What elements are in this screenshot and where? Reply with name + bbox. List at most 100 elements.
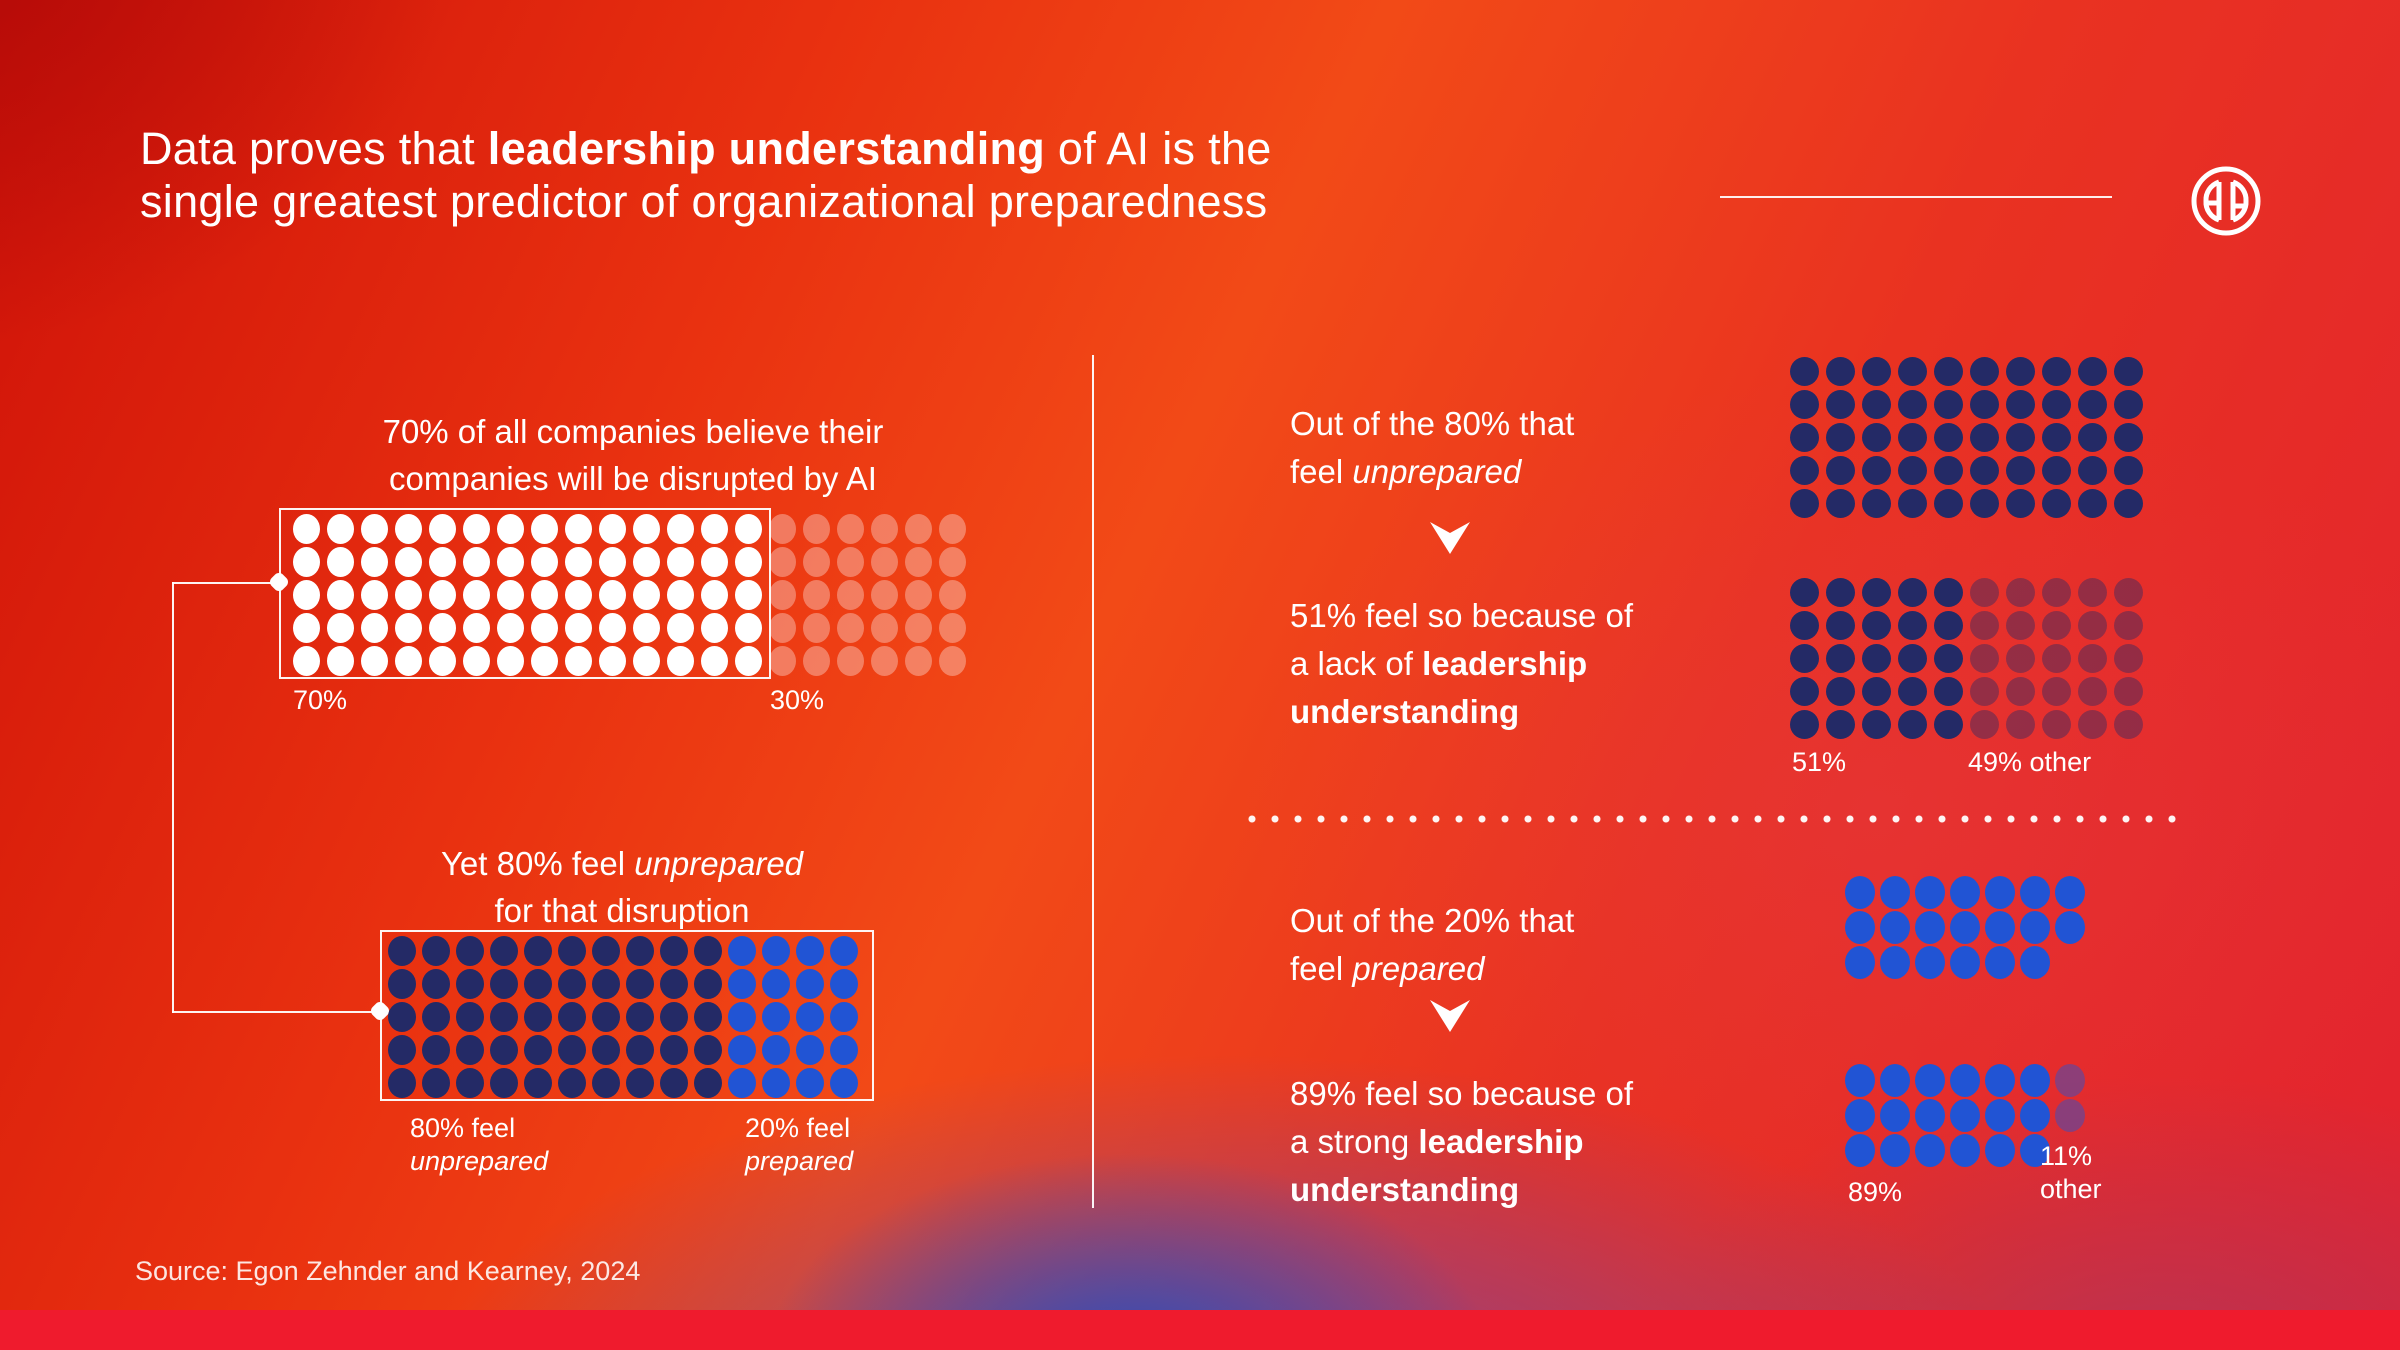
dot: [1898, 677, 1927, 706]
dot: [490, 1002, 518, 1032]
dot: [1790, 611, 1819, 640]
dot: [1934, 423, 1963, 452]
dot: [327, 613, 354, 643]
dot: [803, 613, 830, 643]
dot: [1862, 644, 1891, 673]
dot: [1898, 489, 1927, 518]
dot: [1898, 611, 1927, 640]
right-block1-line2-pre: feel: [1290, 453, 1353, 490]
dot: [1790, 357, 1819, 386]
dot: [463, 646, 490, 676]
dot: [599, 580, 626, 610]
dot: [2114, 578, 2143, 607]
dot: [2042, 456, 2071, 485]
right-block4-line2-pre: a strong: [1290, 1123, 1419, 1160]
dot-row: [388, 1002, 858, 1032]
right-block3-line2-pre: feel: [1290, 950, 1353, 987]
dot: [361, 580, 388, 610]
dot: [694, 969, 722, 999]
dot: [1970, 644, 1999, 673]
dot: [1915, 1099, 1945, 1132]
dot: [1826, 489, 1855, 518]
dot: [463, 613, 490, 643]
dot: [2006, 357, 2035, 386]
dot: [2042, 357, 2071, 386]
dot: [1880, 946, 1910, 979]
dot: [939, 646, 966, 676]
dot: [1826, 357, 1855, 386]
dot: [2078, 677, 2107, 706]
dot: [2055, 1099, 2085, 1132]
dot: [599, 547, 626, 577]
dot: [327, 646, 354, 676]
dot: [422, 1068, 450, 1098]
dot: [1934, 677, 1963, 706]
dot: [871, 646, 898, 676]
dot-row: [293, 646, 966, 676]
dot: [1970, 456, 1999, 485]
dot-row: [1845, 1134, 2085, 1167]
dot: [1915, 1064, 1945, 1097]
dot: [558, 936, 586, 966]
dot: [667, 613, 694, 643]
dot: [667, 646, 694, 676]
dot: [1915, 911, 1945, 944]
dot: [1862, 423, 1891, 452]
dot: [1970, 611, 1999, 640]
dot: [837, 580, 864, 610]
dot: [769, 580, 796, 610]
dot: [2078, 578, 2107, 607]
chart1-dot-matrix: [293, 514, 966, 679]
dot-row: [293, 580, 966, 610]
dot-row: [388, 1035, 858, 1065]
dot: [524, 1068, 552, 1098]
dot: [531, 646, 558, 676]
dot-row: [293, 613, 966, 643]
right-block4-label-11: 11% other: [2040, 1140, 2102, 1206]
dot: [1862, 578, 1891, 607]
dot: [1985, 1064, 2015, 1097]
dot: [762, 1002, 790, 1032]
title-line2: single greatest predictor of organizatio…: [140, 176, 1268, 227]
dot: [1862, 677, 1891, 706]
dot: [388, 969, 416, 999]
dot: [1898, 710, 1927, 739]
dot: [1970, 710, 1999, 739]
dot: [2020, 1134, 2050, 1167]
dot: [701, 580, 728, 610]
dot: [2078, 489, 2107, 518]
dot: [565, 547, 592, 577]
dot: [701, 547, 728, 577]
right-block4-label-89: 89%: [1848, 1177, 1903, 1207]
dot: [939, 547, 966, 577]
dot: [2042, 710, 2071, 739]
dot: [871, 547, 898, 577]
dot: [660, 936, 688, 966]
dot: [2042, 578, 2071, 607]
dot: [1826, 390, 1855, 419]
dot: [2055, 1064, 2085, 1097]
dot: [293, 580, 320, 610]
dot: [1934, 578, 1963, 607]
dot: [626, 1035, 654, 1065]
dot: [701, 613, 728, 643]
right-block1-dot-matrix: [1790, 357, 2143, 522]
dot: [2020, 1099, 2050, 1132]
dot: [1934, 489, 1963, 518]
dot: [395, 514, 422, 544]
right-block2-label-49: 49% other: [1968, 747, 2092, 777]
dot: [2114, 710, 2143, 739]
dot: [1880, 1134, 1910, 1167]
dot: [531, 613, 558, 643]
dot: [1880, 1099, 1910, 1132]
dot-row: [1790, 423, 2143, 452]
dot: [1970, 423, 1999, 452]
dot: [1826, 677, 1855, 706]
dot-row: [1845, 946, 2085, 979]
dot: [1934, 710, 1963, 739]
dot: [1915, 1134, 1945, 1167]
down-arrow-2: [1430, 1000, 1470, 1037]
dot-row: [1790, 489, 2143, 518]
chart2-label-20-line1: 20% feel: [745, 1113, 851, 1143]
dot: [2042, 611, 2071, 640]
